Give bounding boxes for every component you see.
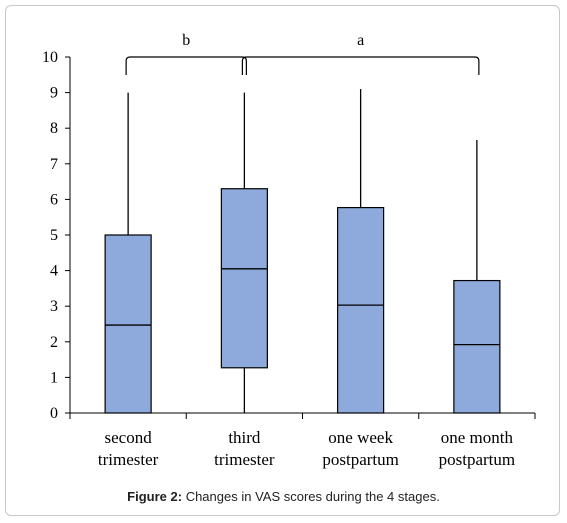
y-tick-label: 10 [42, 49, 58, 66]
y-tick-label: 1 [50, 369, 58, 386]
y-tick-label: 4 [50, 263, 58, 280]
y-tick-label: 2 [50, 334, 58, 351]
y-tick-label: 6 [50, 191, 58, 208]
x-category-label: trimester [214, 450, 275, 469]
significance-label: a [357, 32, 364, 49]
x-category-label: postpartum [439, 450, 516, 469]
figure-frame [5, 5, 560, 516]
x-category-label: one week [328, 428, 393, 447]
y-tick-label: 0 [50, 405, 58, 422]
x-category-label: one month [441, 428, 514, 447]
x-category-label: second [105, 428, 153, 447]
x-category-label: postpartum [322, 450, 399, 469]
significance-bracket [125, 56, 247, 75]
y-tick-label: 8 [50, 120, 58, 137]
y-tick-label: 9 [50, 85, 58, 102]
significance-label: b [182, 32, 190, 49]
y-tick-label: 5 [50, 227, 58, 244]
y-tick-label: 7 [50, 156, 58, 173]
caption-label: Figure 2: [127, 489, 183, 504]
box-iqr [337, 206, 385, 414]
box-iqr [453, 279, 501, 414]
box-iqr [220, 188, 268, 369]
y-tick-label: 3 [50, 298, 58, 315]
x-category-label: trimester [98, 450, 159, 469]
significance-bracket [241, 56, 480, 75]
figure-caption: Figure 2: Changes in VAS scores during t… [0, 489, 567, 504]
x-category-label: third [228, 428, 261, 447]
caption-text: Changes in VAS scores during the 4 stage… [185, 489, 440, 504]
box-iqr [104, 234, 152, 414]
